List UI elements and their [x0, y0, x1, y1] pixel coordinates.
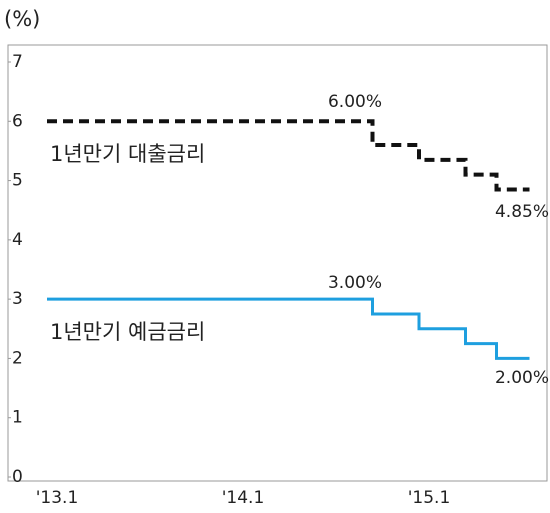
y-tick-label: 2	[12, 348, 23, 368]
series-line	[47, 297, 530, 360]
series-label: 1년만기 예금금리	[50, 320, 205, 344]
y-tick-label: 4	[12, 230, 23, 250]
series-label: 1년만기 대출금리	[50, 142, 205, 166]
y-tick-label: 1	[12, 408, 23, 428]
x-tick-label: '15.1	[408, 488, 451, 508]
annotation: 4.85%	[495, 202, 549, 222]
y-tick-label: 3	[12, 289, 23, 309]
annotation: 2.00%	[495, 368, 549, 388]
x-tick-label: '14.1	[222, 488, 265, 508]
x-tick-label: '13.1	[36, 488, 79, 508]
y-tick-label: 5	[12, 171, 23, 191]
y-tick-label: 7	[12, 52, 23, 72]
annotation: 3.00%	[328, 273, 382, 293]
y-unit: (%)	[4, 7, 40, 31]
y-tick-label: 0	[12, 467, 23, 487]
y-tick-label: 6	[12, 111, 23, 131]
series-line	[47, 119, 530, 192]
plot-frame	[7, 44, 548, 482]
annotation: 6.00%	[328, 92, 382, 112]
